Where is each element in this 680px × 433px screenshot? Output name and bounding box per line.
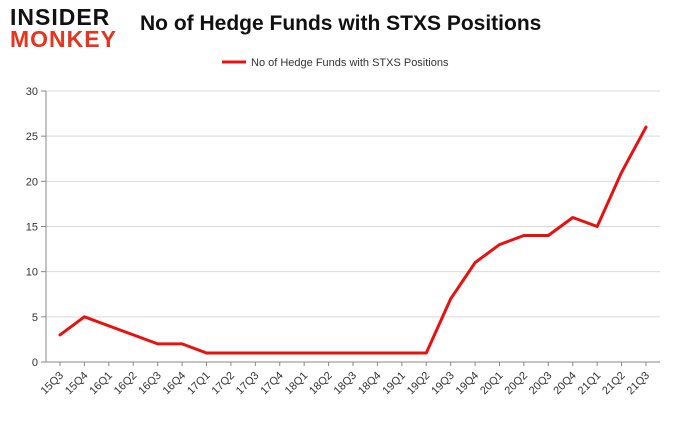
x-tick-label: 20Q1 [478,370,506,398]
data-point [132,333,135,337]
data-point [327,351,330,355]
data-point [254,351,257,355]
axes [41,90,660,366]
x-tick-labels: 15Q315Q416Q116Q216Q316Q417Q117Q217Q317Q4… [39,370,653,398]
data-point [107,324,111,328]
data-point [351,351,355,355]
x-tick-label: 20Q4 [551,370,579,398]
data-point [571,216,574,219]
logo-line1: INSIDER [10,4,111,30]
y-tick-label: 15 [26,222,38,234]
x-tick-label: 21Q1 [576,370,604,398]
data-point [522,234,526,237]
x-tick-label: 18Q2 [307,370,335,398]
x-tick-label: 21Q2 [600,370,628,398]
chart-title: No of Hedge Funds with STXS Positions [140,12,542,35]
x-tick-label: 15Q3 [39,370,67,398]
y-tick-label: 20 [26,176,38,188]
x-tick-label: 18Q4 [356,370,384,398]
x-tick-label: 18Q1 [283,370,311,398]
x-tick-label: 19Q1 [380,370,408,398]
x-tick-label: 17Q3 [234,370,262,398]
data-point [498,243,501,246]
x-tick-label: 16Q3 [136,370,164,398]
legend: No of Hedge Funds with STXS Positions [222,57,449,69]
data-point [644,125,648,129]
data-point [83,315,86,319]
x-tick-label: 15Q4 [63,370,91,398]
legend-label: No of Hedge Funds with STXS Positions [251,57,449,69]
x-tick-label: 16Q2 [112,370,140,398]
data-point [620,171,623,174]
series-lines [58,125,648,355]
x-tick-label: 19Q2 [405,370,433,398]
y-tick-label: 0 [32,357,38,369]
x-tick-label: 21Q3 [625,370,653,398]
data-point [473,261,477,264]
x-tick-label: 17Q4 [258,370,286,398]
x-tick-label: 19Q3 [429,370,457,398]
gridlines [46,90,660,363]
insider-monkey-logo: INSIDER MONKEY [10,6,128,56]
data-point [205,351,208,355]
y-tick-label: 5 [32,312,38,324]
x-tick-label: 16Q1 [87,370,115,398]
logo-line2: MONKEY [10,26,117,52]
x-tick-label: 20Q3 [527,370,555,398]
x-tick-label: 19Q4 [454,370,482,398]
y-tick-label: 25 [26,131,38,143]
data-point [400,351,404,355]
data-point [156,342,159,346]
data-point [595,225,599,228]
data-point [547,234,550,237]
data-point [449,297,452,300]
series-line [58,125,648,355]
data-point [180,342,184,346]
data-point [278,351,281,355]
data-point [58,333,62,337]
x-tick-label: 17Q1 [185,370,213,398]
data-point [376,351,379,355]
x-tick-label: 20Q2 [503,370,531,398]
data-point [425,351,428,355]
y-tick-labels: 0 5 10 15 20 25 30 [26,86,38,369]
x-tick-label: 17Q2 [210,370,238,398]
data-point [229,351,233,355]
y-tick-label: 10 [26,267,38,279]
x-tick-label: 16Q4 [161,370,189,398]
x-tick-label: 18Q3 [332,370,360,398]
y-tick-label: 30 [26,86,38,98]
data-point [302,351,306,355]
